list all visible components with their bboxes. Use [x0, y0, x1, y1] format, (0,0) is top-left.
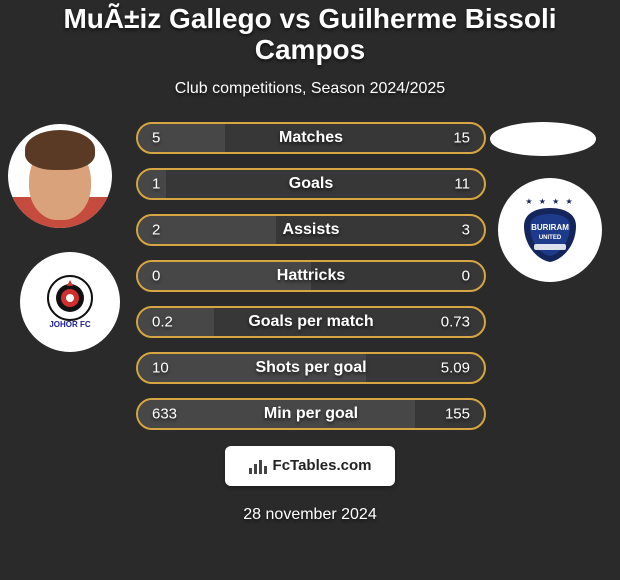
comparison-row: 5 Matches 15: [136, 122, 486, 154]
comparison-left-value: 633: [152, 405, 177, 422]
comparison-row-fill: [138, 308, 214, 336]
comparison-row: 2 Assists 3: [136, 214, 486, 246]
comparison-category: Shots per goal: [255, 359, 366, 377]
subtitle: Club competitions, Season 2024/2025: [0, 80, 620, 98]
comparison-row-fill: [138, 124, 225, 152]
chart-icon: [249, 458, 267, 474]
comparison-left-value: 1: [152, 175, 160, 192]
comparison-category: Goals per match: [248, 313, 373, 331]
club-left-inner: JOHOR FC: [26, 258, 114, 346]
comparison-right-value: 5.09: [441, 359, 470, 376]
club-left-badge: JOHOR FC: [20, 252, 120, 352]
comparison-left-value: 5: [152, 129, 160, 146]
comparison-date: 28 november 2024: [0, 506, 620, 524]
comparison-row: 10 Shots per goal 5.09: [136, 352, 486, 384]
comparison-right-value: 0.73: [441, 313, 470, 330]
comparison-category: Hattricks: [277, 267, 345, 285]
comparison-category: Matches: [279, 129, 343, 147]
club-left-label: JOHOR FC: [49, 321, 90, 329]
comparison-row: 1 Goals 11: [136, 168, 486, 200]
right-ellipse-accent: [490, 122, 596, 156]
comparison-card: MuÃ±iz Gallego vs Guilherme Bissoli Camp…: [0, 0, 620, 580]
club-right-badge: ★ ★ ★ ★ BURIRAM UNITED: [498, 178, 602, 282]
player-left-avatar: [8, 124, 112, 228]
comparison-right-value: 155: [445, 405, 470, 422]
comparison-left-value: 10: [152, 359, 169, 376]
comparison-right-value: 3: [462, 221, 470, 238]
comparison-rows: 5 Matches 15 1 Goals 11 2 Assists 3 0 Hattricks 0 0.…: [136, 122, 486, 430]
comparison-left-value: 0: [152, 267, 160, 284]
comparison-row: 0 Hattricks 0: [136, 260, 486, 292]
club-right-crest-label: BURIRAM: [531, 223, 569, 232]
club-right-crest-sublabel: UNITED: [539, 235, 562, 241]
comparison-right-value: 11: [454, 175, 470, 192]
player-left-face: [8, 124, 112, 228]
player-left-hair: [25, 130, 96, 170]
page-title: MuÃ±iz Gallego vs Guilherme Bissoli Camp…: [0, 0, 620, 66]
club-right-inner: ★ ★ ★ ★ BURIRAM UNITED: [504, 184, 596, 276]
comparison-right-value: 15: [453, 129, 470, 146]
comparison-category: Min per goal: [264, 405, 358, 423]
comparison-row: 0.2 Goals per match 0.73: [136, 306, 486, 338]
comparison-category: Assists: [283, 221, 340, 239]
comparison-category: Goals: [289, 175, 333, 193]
club-right-stars: ★ ★ ★ ★: [525, 197, 574, 206]
club-left-crest-icon: [47, 275, 93, 321]
club-right-crest-icon: BURIRAM UNITED: [520, 206, 580, 264]
comparison-left-value: 0.2: [152, 313, 173, 330]
attribution-badge: FcTables.com: [225, 446, 395, 486]
comparison-right-value: 0: [462, 267, 470, 284]
comparison-row: 633 Min per goal 155: [136, 398, 486, 430]
comparison-left-value: 2: [152, 221, 160, 238]
attribution-text: FcTables.com: [273, 457, 372, 474]
